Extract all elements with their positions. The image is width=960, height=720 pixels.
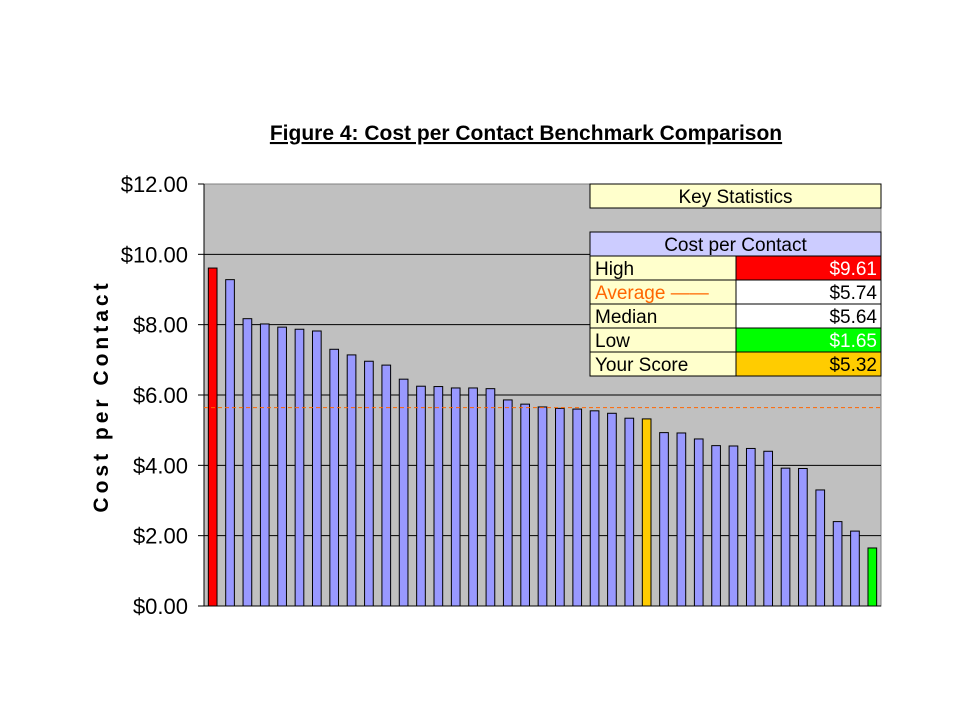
y-tick-label: $0.00	[133, 594, 188, 619]
stat-label-cell	[589, 279, 737, 305]
bars	[207, 267, 878, 607]
stat-label-cell	[589, 255, 737, 281]
bar	[624, 417, 635, 607]
bar	[798, 467, 808, 607]
bar	[242, 318, 253, 607]
key-statistics-title-box	[589, 183, 882, 209]
bar	[381, 364, 392, 607]
key-statistics-header-box	[589, 231, 882, 257]
stat-value-cell	[735, 303, 882, 329]
bar	[850, 530, 860, 607]
y-tick-label: $2.00	[133, 524, 188, 549]
bar	[867, 547, 878, 607]
y-tick-label: $10.00	[121, 242, 188, 267]
stat-value: $5.64	[829, 307, 877, 328]
bar	[225, 279, 235, 607]
stat-value-cell	[735, 351, 882, 377]
bar	[832, 521, 843, 607]
bar	[728, 445, 739, 607]
stat-label: Your Score	[595, 355, 688, 376]
bar	[589, 410, 600, 607]
key-statistics-table: Key Statistics Cost per Contact High $9.61 A…	[589, 183, 882, 377]
stat-value: $5.32	[829, 355, 877, 376]
stat-label-cell	[589, 351, 737, 377]
bar	[641, 418, 652, 607]
bar	[277, 326, 287, 607]
bar	[676, 432, 687, 607]
stat-label: Median	[595, 307, 657, 328]
bar	[259, 323, 270, 607]
bar	[555, 407, 565, 607]
stat-value: $1.65	[829, 331, 877, 352]
bar	[711, 445, 721, 607]
bar	[693, 438, 704, 607]
y-tick-label: $4.00	[133, 453, 188, 478]
bar	[763, 450, 774, 607]
bar	[311, 330, 322, 607]
y-tick-labels: $0.00 $2.00 $4.00 $6.00 $8.00 $10.00 $12.00	[121, 172, 188, 619]
stat-label-cell	[589, 327, 737, 353]
bar	[659, 432, 669, 607]
y-tick-label: $6.00	[133, 383, 188, 408]
bar	[485, 388, 496, 607]
bar	[207, 267, 218, 607]
y-tick-label: $12.00	[121, 172, 188, 197]
bar	[502, 399, 513, 607]
bar	[815, 489, 826, 607]
bar	[294, 328, 305, 607]
bar	[416, 385, 426, 607]
stat-value: $5.74	[829, 283, 877, 304]
bar	[520, 403, 530, 607]
stat-label: Average ——	[595, 283, 709, 304]
bar	[745, 447, 756, 607]
bar	[398, 378, 409, 607]
bar	[572, 408, 583, 607]
bar	[780, 467, 791, 607]
stat-value-cell	[735, 279, 882, 305]
stat-label: High	[595, 259, 634, 280]
bar	[537, 406, 548, 607]
bar	[607, 412, 617, 607]
bar	[450, 387, 461, 607]
key-statistics-header: Cost per Contact	[664, 235, 807, 256]
stat-value: $9.61	[829, 259, 877, 280]
bar	[364, 360, 374, 607]
y-axis-label: Cost per Contact	[90, 279, 113, 512]
key-statistics-title: Key Statistics	[678, 187, 792, 208]
bar	[468, 387, 478, 607]
y-tick-label: $8.00	[133, 313, 188, 338]
bar	[329, 348, 340, 607]
bar	[433, 386, 444, 607]
bar	[346, 354, 357, 607]
stat-label: Low	[595, 331, 630, 352]
chart-title: Figure 4: Cost per Contact Benchmark Com…	[270, 122, 782, 145]
